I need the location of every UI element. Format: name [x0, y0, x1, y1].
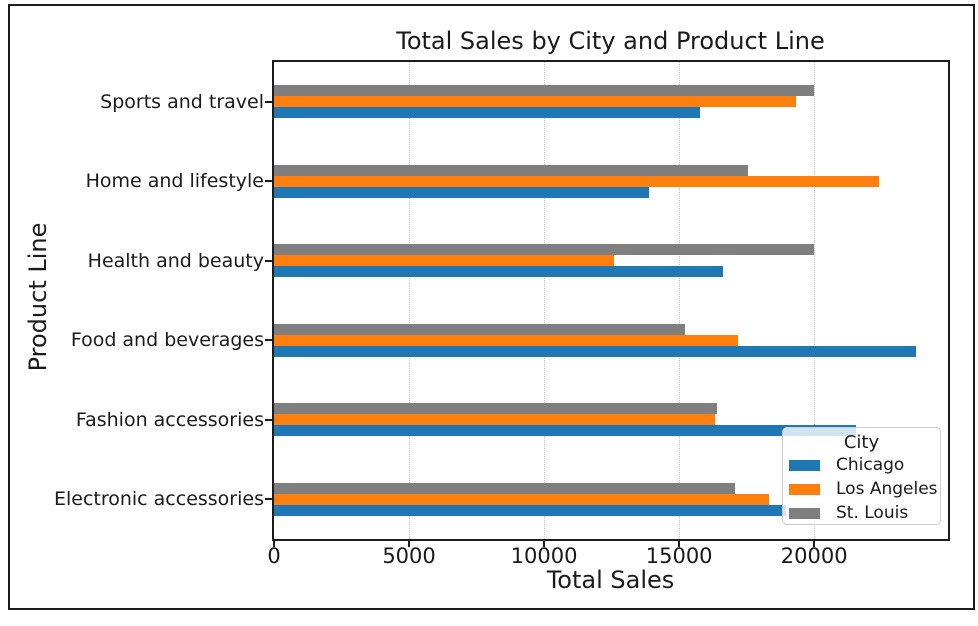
y-tick-label-health-and-beauty: Health and beauty [87, 249, 264, 272]
bar-st-louis-fashion-accessories [274, 403, 718, 415]
legend-label-st-louis: St. Louis [836, 503, 909, 523]
gridline-15000 [678, 62, 680, 539]
bar-los-angeles-health-and-beauty [274, 255, 615, 267]
legend-title: City [843, 432, 880, 453]
bar-los-angeles-electronic-accessories [274, 493, 769, 505]
bar-chicago-home-and-lifestyle [274, 186, 650, 198]
figure-border [8, 4, 975, 610]
legend-label-chicago: Chicago [836, 455, 905, 475]
y-tick-mark-sports-and-travel [265, 100, 272, 103]
bar-st-louis-food-and-beverages [274, 323, 685, 335]
x-tick-label-5000: 5000 [382, 544, 436, 568]
bar-chicago-food-and-beverages [274, 345, 916, 357]
legend-swatch-st-louis [789, 507, 820, 519]
x-tick-mark-0 [273, 541, 275, 547]
bar-st-louis-health-and-beauty [274, 244, 814, 256]
legend-label-los-angeles: Los Angeles [836, 479, 938, 499]
legend-entry-chicago: Chicago [789, 453, 934, 477]
y-tick-mark-food-and-beverages [265, 339, 272, 342]
x-tick-mark-20000 [813, 541, 816, 547]
y-tick-mark-fashion-accessories [265, 418, 272, 421]
bar-chicago-fashion-accessories [274, 425, 857, 437]
legend-swatch-los-angeles [789, 483, 820, 495]
bar-los-angeles-food-and-beverages [274, 334, 738, 346]
bar-los-angeles-home-and-lifestyle [274, 175, 880, 187]
chart-title: Total Sales by City and Product Line [396, 27, 825, 55]
y-tick-label-fashion-accessories: Fashion accessories [75, 408, 264, 431]
legend-swatch-chicago [789, 459, 820, 471]
y-tick-label-sports-and-travel: Sports and travel [100, 90, 264, 113]
x-axis-label: Total Sales [546, 566, 675, 594]
x-tick-mark-5000 [408, 541, 411, 547]
legend-entry-st-louis: St. Louis [789, 501, 934, 525]
x-tick-label-10000: 10000 [510, 544, 578, 568]
bar-chicago-health-and-beauty [274, 266, 723, 278]
bar-st-louis-sports-and-travel [274, 85, 814, 97]
x-tick-mark-15000 [678, 541, 681, 547]
legend: City Chicago Los Angeles St. Louis [782, 427, 941, 525]
gridline-10000 [543, 62, 545, 539]
x-tick-mark-10000 [543, 541, 546, 547]
gridline-20000 [813, 62, 815, 539]
bar-st-louis-home-and-lifestyle [274, 164, 748, 176]
y-tick-label-electronic-accessories: Electronic accessories [53, 488, 264, 511]
gridline-5000 [408, 62, 410, 539]
bar-st-louis-electronic-accessories [274, 482, 735, 494]
y-tick-mark-home-and-lifestyle [265, 180, 272, 183]
y-tick-mark-electronic-accessories [265, 498, 272, 501]
bar-los-angeles-fashion-accessories [274, 414, 716, 426]
x-tick-label-20000: 20000 [780, 544, 848, 568]
y-tick-mark-health-and-beauty [265, 259, 272, 262]
y-tick-label-food-and-beverages: Food and beverages [70, 329, 264, 352]
legend-entry-los-angeles: Los Angeles [789, 477, 938, 501]
x-tick-label-0: 0 [267, 544, 281, 568]
bar-chicago-electronic-accessories [274, 504, 787, 516]
y-tick-label-home-and-lifestyle: Home and lifestyle [85, 170, 264, 193]
bar-los-angeles-sports-and-travel [274, 96, 797, 108]
bar-chicago-sports-and-travel [274, 107, 700, 119]
x-tick-label-15000: 15000 [645, 544, 713, 568]
